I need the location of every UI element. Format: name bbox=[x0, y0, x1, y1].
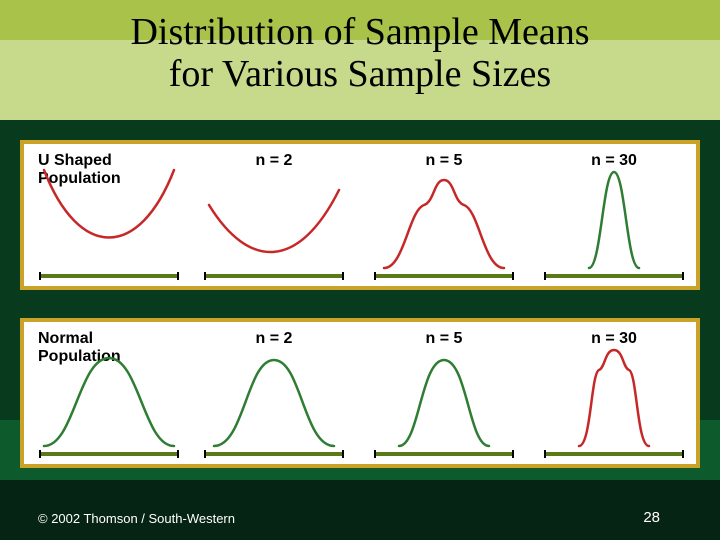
cell-u-n2: n = 2 bbox=[199, 150, 349, 288]
cell-u-pop: U ShapedPopulation bbox=[34, 150, 184, 288]
title-line1: Distribution of Sample Means bbox=[130, 11, 589, 53]
curve-n-n30 bbox=[539, 328, 689, 466]
row-normal: NormalPopulationn = 2n = 5n = 30 bbox=[20, 318, 700, 468]
cell-n-n5: n = 5 bbox=[369, 328, 519, 466]
footer-copyright: © 2002 Thomson / South-Western bbox=[38, 511, 235, 526]
curve-u-pop bbox=[34, 150, 184, 288]
page-title: Distribution of Sample Meansfor Various … bbox=[0, 12, 720, 96]
curve-n-n5 bbox=[369, 328, 519, 466]
footer-page-number: 28 bbox=[643, 509, 660, 526]
cell-u-n5: n = 5 bbox=[369, 150, 519, 288]
curve-u-n2 bbox=[199, 150, 349, 288]
title-line2: for Various Sample Sizes bbox=[169, 53, 551, 95]
cell-n-n30: n = 30 bbox=[539, 328, 689, 466]
slide: Distribution of Sample Meansfor Various … bbox=[0, 0, 720, 540]
curve-n-n2 bbox=[199, 328, 349, 466]
cell-u-n30: n = 30 bbox=[539, 150, 689, 288]
curve-u-n5 bbox=[369, 150, 519, 288]
bg-stripe-4 bbox=[0, 480, 720, 540]
cell-n-n2: n = 2 bbox=[199, 328, 349, 466]
curve-u-n30 bbox=[539, 150, 689, 288]
curve-n-pop bbox=[34, 328, 184, 466]
cell-n-pop: NormalPopulation bbox=[34, 328, 184, 466]
row-u-shaped: U ShapedPopulationn = 2n = 5n = 30 bbox=[20, 140, 700, 290]
